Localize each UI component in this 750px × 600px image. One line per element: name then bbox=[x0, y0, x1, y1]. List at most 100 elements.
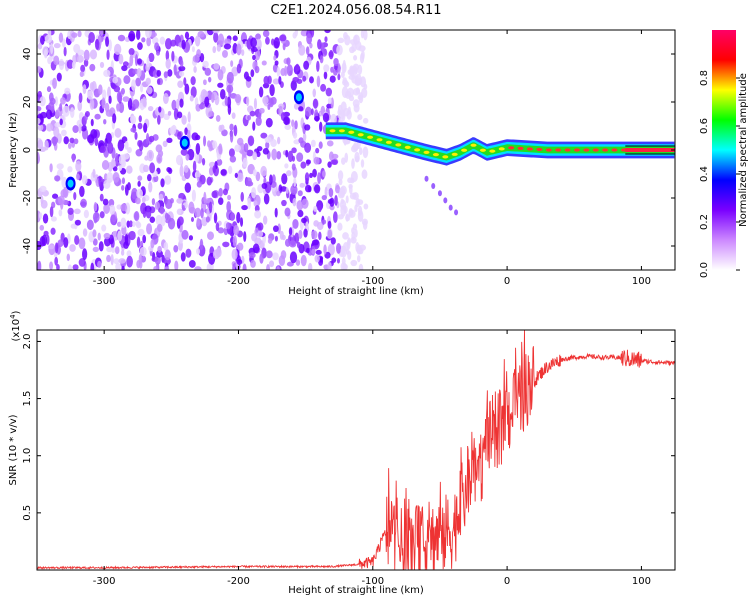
noise-blob bbox=[97, 260, 102, 269]
noise-blob bbox=[349, 39, 356, 45]
noise-blob bbox=[121, 65, 128, 72]
noise-blob bbox=[67, 142, 72, 150]
noise-blob bbox=[345, 195, 349, 204]
noise-blob bbox=[213, 212, 218, 224]
noise-blob bbox=[314, 184, 321, 194]
noise-blob bbox=[128, 220, 133, 228]
colorbar-tick-label: 0.0 bbox=[699, 262, 710, 278]
noise-blob bbox=[355, 155, 360, 163]
noise-blob bbox=[129, 54, 134, 67]
noise-blob bbox=[98, 241, 104, 252]
noise-blob bbox=[206, 263, 212, 270]
noise-blob bbox=[73, 208, 81, 215]
noise-blob bbox=[265, 141, 270, 150]
noise-blob bbox=[261, 182, 268, 189]
noise-blob bbox=[148, 135, 155, 143]
noise-blob bbox=[357, 114, 363, 121]
noise-blob bbox=[46, 234, 50, 245]
noise-blob bbox=[70, 223, 77, 229]
noise-blob bbox=[142, 96, 147, 107]
noise-blob bbox=[337, 222, 343, 231]
noise-blob bbox=[341, 109, 346, 122]
noise-blob bbox=[103, 203, 110, 214]
spectral-hotspot-core bbox=[67, 179, 74, 188]
noise-blob bbox=[261, 60, 267, 66]
noise-blob bbox=[87, 90, 94, 100]
noise-blob bbox=[124, 140, 129, 150]
noise-blob bbox=[208, 143, 213, 152]
noise-blob bbox=[158, 193, 164, 201]
noise-blob bbox=[337, 63, 341, 75]
noise-blob bbox=[211, 140, 218, 149]
noise-blob bbox=[191, 46, 195, 53]
noise-blob bbox=[181, 204, 185, 211]
noise-blob bbox=[48, 101, 55, 111]
noise-blob bbox=[358, 45, 366, 52]
noise-blob bbox=[341, 86, 349, 98]
noise-blob bbox=[42, 46, 49, 57]
colorbar-label: Normalized spectral amplitude bbox=[738, 73, 749, 227]
noise-blob bbox=[136, 188, 144, 199]
noise-blob bbox=[293, 103, 300, 110]
noise-blob bbox=[252, 151, 258, 161]
noise-blob bbox=[137, 42, 143, 50]
noise-blob bbox=[160, 215, 166, 227]
ridge-core bbox=[414, 148, 421, 152]
noise-blob bbox=[151, 198, 156, 206]
noise-blob bbox=[243, 231, 247, 242]
noise-blob bbox=[259, 107, 265, 114]
noise-blob bbox=[137, 58, 142, 65]
noise-blob bbox=[314, 254, 320, 263]
noise-blob bbox=[171, 99, 177, 111]
noise-blob bbox=[114, 128, 122, 138]
noise-blob bbox=[130, 115, 137, 125]
noise-blob bbox=[123, 75, 131, 85]
noise-blob bbox=[195, 142, 201, 155]
noise-blob bbox=[111, 247, 116, 253]
noise-blob bbox=[296, 241, 301, 249]
noise-blob bbox=[159, 36, 166, 45]
noise-blob bbox=[259, 253, 264, 264]
noise-blob bbox=[279, 34, 287, 42]
noise-blob bbox=[255, 33, 261, 40]
noise-blob bbox=[69, 107, 75, 119]
noise-blob bbox=[337, 37, 345, 44]
noise-blob bbox=[154, 42, 160, 51]
noise-blob bbox=[131, 79, 136, 92]
noise-blob bbox=[136, 30, 141, 41]
noise-blob bbox=[141, 37, 146, 43]
noise-blob bbox=[333, 69, 338, 76]
noise-blob bbox=[103, 118, 107, 125]
noise-blob bbox=[82, 228, 88, 237]
noise-blob bbox=[276, 190, 281, 197]
noise-blob bbox=[45, 109, 53, 120]
noise-blob bbox=[94, 113, 101, 120]
snr-panel: -300 -200 -100 0 100 0.5 1.0 1.5 2.0 Height of … bbox=[8, 310, 676, 596]
noise-blob bbox=[306, 33, 313, 45]
noise-blob bbox=[260, 165, 268, 177]
noise-blob bbox=[299, 182, 305, 188]
noise-blob bbox=[212, 30, 220, 34]
colorbar: 0.0 0.2 0.4 0.6 0.8 Normalized spectral ampl… bbox=[699, 30, 749, 278]
noise-blob bbox=[121, 265, 125, 270]
noise-blob bbox=[51, 136, 59, 145]
noise-blob bbox=[196, 217, 201, 227]
noise-blob bbox=[178, 71, 185, 77]
noise-blob bbox=[276, 136, 281, 145]
noise-blob bbox=[135, 220, 141, 227]
noise-blob bbox=[215, 222, 220, 232]
noise-blob bbox=[54, 122, 62, 128]
noise-blob bbox=[98, 84, 103, 96]
noise-blob bbox=[184, 182, 192, 193]
noise-blob bbox=[213, 62, 220, 70]
noise-blob bbox=[280, 186, 287, 192]
noise-blob bbox=[304, 124, 311, 131]
noise-blob bbox=[148, 52, 155, 63]
noise-blob bbox=[250, 69, 255, 78]
y-tick-label: -20 bbox=[22, 190, 33, 206]
noise-blob bbox=[137, 180, 141, 187]
noise-blob bbox=[343, 81, 350, 88]
noise-blob bbox=[112, 166, 118, 172]
